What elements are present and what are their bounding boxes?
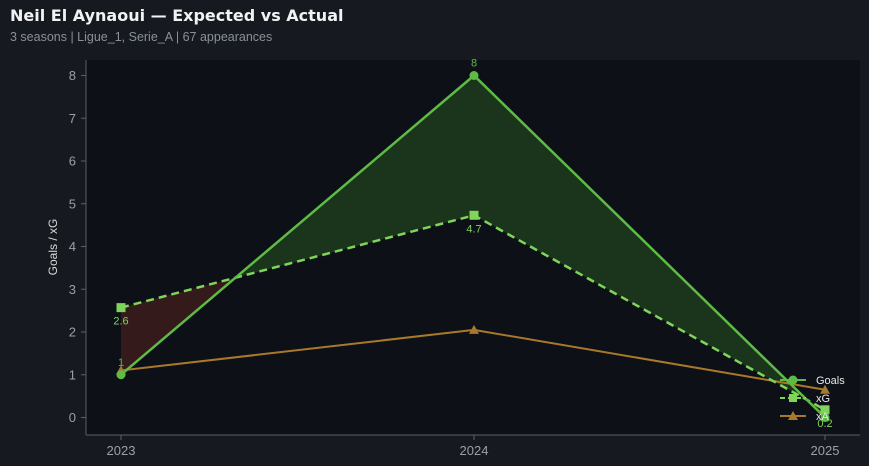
legend-label-xg: xG [816, 393, 830, 405]
legend: Goals xG xA [780, 375, 845, 423]
legend-label-xa: xA [816, 411, 830, 423]
legend-label-goals: Goals [816, 375, 845, 387]
legend-marker-xg [789, 394, 797, 402]
y-tick-label: 1 [69, 367, 76, 382]
y-tick-label: 6 [69, 154, 76, 169]
y-tick-label: 2 [69, 325, 76, 340]
legend-marker-goals [788, 375, 798, 385]
y-tick-label: 4 [69, 239, 76, 254]
y-tick-label: 5 [69, 196, 76, 211]
xg-data-label: 4.7 [466, 223, 481, 235]
x-tick-label: 2025 [811, 443, 840, 458]
y-tick-label: 0 [69, 410, 76, 425]
xg-point [116, 303, 126, 313]
y-tick-label: 3 [69, 282, 76, 297]
xg-data-label: 2.6 [113, 316, 128, 328]
legend-marker-xa [788, 411, 798, 420]
goals-point [116, 370, 126, 380]
chart-title: Neil El Aynaoui — Expected vs Actual [10, 6, 344, 25]
xg-point [820, 405, 830, 415]
x-tick-label: 2024 [460, 443, 489, 458]
xg-point [469, 210, 479, 220]
y-tick-label: 8 [69, 68, 76, 83]
goals-point [469, 71, 479, 80]
goals-data-label: 8 [471, 58, 477, 70]
xg-data-label: 0.2 [817, 418, 832, 430]
y-tick-label: 7 [69, 111, 76, 126]
xa-point [820, 384, 830, 394]
goals-point [820, 413, 830, 422]
x-tick-label: 2023 [107, 443, 136, 458]
goals-data-label: 1 [118, 357, 124, 369]
xa-point [469, 324, 479, 334]
y-axis-label: Goals / xG [46, 219, 60, 276]
chart-subtitle: 3 seasons | Ligue_1, Serie_A | 67 appear… [10, 30, 273, 44]
